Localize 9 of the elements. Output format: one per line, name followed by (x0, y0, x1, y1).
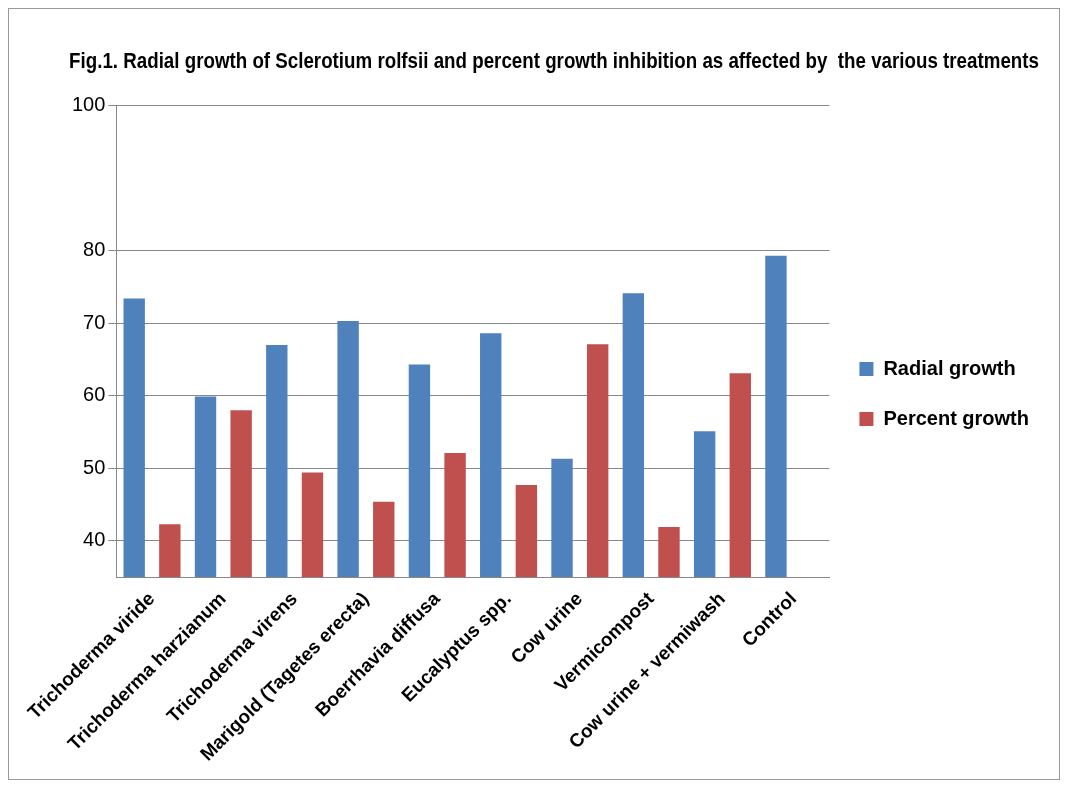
y-tick-label: 80 (83, 238, 106, 261)
chart-title: Fig.1. Radial growth of Sclerotium rolfsii and percent growth inhibition as affected by the various treatments (69, 47, 1039, 73)
y-tick-label: 70 (83, 310, 106, 333)
y-tick-label: 50 (83, 455, 106, 478)
legend-label: Radial growth (883, 356, 1016, 379)
y-tick-label: 40 (83, 528, 106, 551)
y-tick-label: 60 (83, 383, 106, 406)
legend-label: Percent growth (883, 406, 1029, 429)
y-tick-label: 100 (71, 92, 106, 115)
